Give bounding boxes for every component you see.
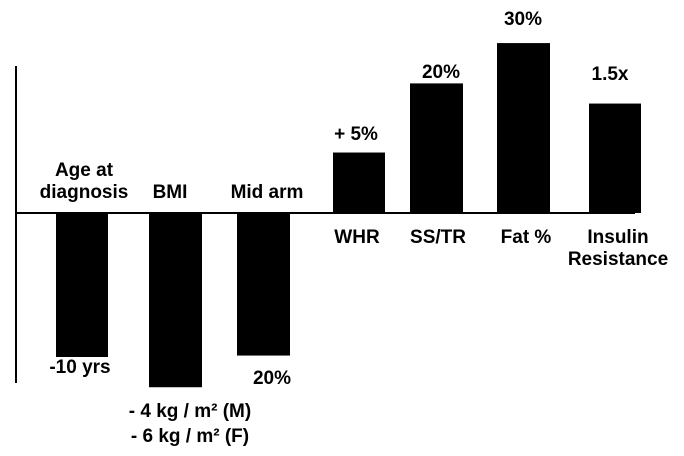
bar-fat xyxy=(497,43,550,213)
value-label-bmi-line-2: - 6 kg / m² (F) xyxy=(131,426,249,447)
category-label-insulin-resistance-line-1: Insulin xyxy=(587,227,648,248)
category-label-whr: WHR xyxy=(334,227,380,248)
value-label-bmi-line-1: - 4 kg / m² (M) xyxy=(129,401,251,422)
category-label-mid-arm: Mid arm xyxy=(231,182,304,203)
value-label-ss-tr: 20% xyxy=(422,62,460,83)
value-label-insulin-resistance: 1.5x xyxy=(592,64,629,85)
category-label-age-at-diagnosis-line-2: diagnosis xyxy=(40,182,129,203)
bar-mid-arm xyxy=(237,213,290,356)
category-label-bmi: BMI xyxy=(153,182,188,203)
bar-ss-tr xyxy=(410,83,463,214)
category-label-fat: Fat % xyxy=(501,227,552,248)
value-label-fat: 30% xyxy=(504,9,542,30)
bar-age-at-diagnosis xyxy=(56,213,108,357)
value-label-whr: + 5% xyxy=(334,124,378,145)
category-label-age-at-diagnosis-line-1: Age at xyxy=(55,160,114,181)
bars-group xyxy=(56,43,641,388)
value-label-age-at-diagnosis: -10 yrs xyxy=(49,357,110,378)
bar-bmi xyxy=(149,213,202,388)
bar-insulin-resistance xyxy=(589,103,641,213)
bar-whr xyxy=(333,152,385,213)
value-label-mid-arm: 20% xyxy=(253,368,291,389)
category-label-ss-tr: SS/TR xyxy=(410,227,466,248)
category-label-insulin-resistance-line-2: Resistance xyxy=(568,249,668,270)
